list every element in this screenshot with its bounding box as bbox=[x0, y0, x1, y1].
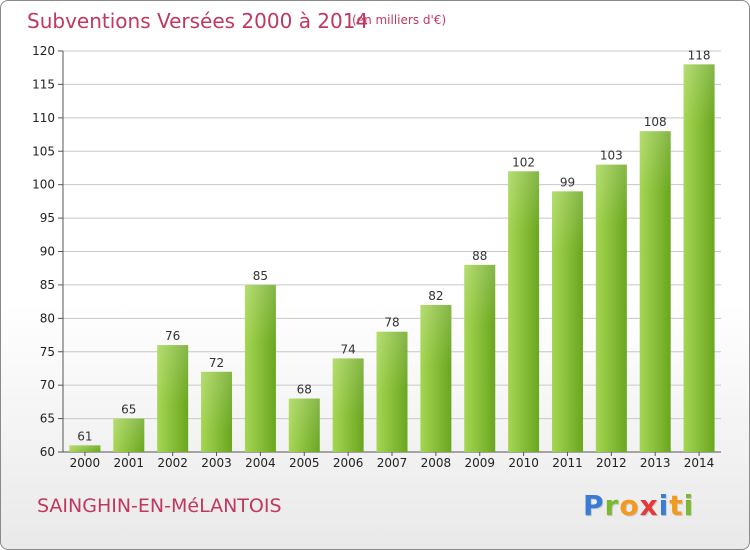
x-tick-label: 2001 bbox=[114, 456, 145, 470]
bar-highlight bbox=[464, 264, 496, 325]
logo-letter: i bbox=[683, 489, 695, 522]
x-tick-label: 2011 bbox=[552, 456, 583, 470]
y-tick-label: 75 bbox=[40, 345, 55, 359]
bar-value-label: 68 bbox=[297, 383, 312, 397]
x-tick-label: 2012 bbox=[596, 456, 627, 470]
y-tick-label: 115 bbox=[32, 77, 55, 91]
bar-highlight bbox=[376, 331, 408, 392]
bar-highlight bbox=[551, 191, 583, 252]
y-tick-label: 65 bbox=[40, 412, 55, 426]
y-tick-label: 100 bbox=[32, 178, 55, 192]
x-tick-label: 2006 bbox=[333, 456, 364, 470]
proxiti-logo[interactable]: Proxiti bbox=[583, 489, 694, 522]
x-tick-label: 2009 bbox=[464, 456, 495, 470]
bar-highlight bbox=[69, 445, 101, 452]
x-tick-label: 2010 bbox=[508, 456, 539, 470]
y-tick-label: 80 bbox=[40, 311, 55, 325]
bar-value-label: 118 bbox=[688, 48, 711, 62]
bar-highlight bbox=[113, 418, 145, 452]
bar-value-label: 74 bbox=[340, 342, 355, 356]
x-tick-label: 2000 bbox=[70, 456, 101, 470]
x-tick-label: 2005 bbox=[289, 456, 320, 470]
bar-value-label: 72 bbox=[209, 356, 224, 370]
bar-highlight bbox=[639, 131, 671, 192]
logo-letter: P bbox=[583, 489, 605, 522]
logo-letter: o bbox=[619, 489, 640, 522]
x-tick-label: 2002 bbox=[157, 456, 188, 470]
x-tick-label: 2007 bbox=[377, 456, 408, 470]
y-tick-label: 105 bbox=[32, 144, 55, 158]
bar-value-label: 61 bbox=[77, 429, 92, 443]
bar-highlight bbox=[288, 398, 320, 452]
y-tick-label: 95 bbox=[40, 211, 55, 225]
bar-highlight bbox=[332, 358, 364, 419]
y-tick-label: 120 bbox=[32, 44, 55, 58]
x-tick-label: 2008 bbox=[421, 456, 452, 470]
y-tick-label: 85 bbox=[40, 278, 55, 292]
bar-highlight bbox=[157, 345, 189, 406]
y-tick-label: 110 bbox=[32, 111, 55, 125]
y-tick-label: 70 bbox=[40, 378, 55, 392]
bar-value-label: 76 bbox=[165, 329, 180, 343]
x-tick-label: 2004 bbox=[245, 456, 276, 470]
bar-value-label: 103 bbox=[600, 149, 623, 163]
bar-value-label: 65 bbox=[121, 403, 136, 417]
chart-title: Subventions Versées 2000 à 2014 bbox=[27, 9, 369, 33]
y-tick-label: 90 bbox=[40, 245, 55, 259]
bar-highlight bbox=[244, 284, 276, 345]
logo-letter: i bbox=[658, 489, 670, 522]
logo-letter: r bbox=[604, 489, 620, 522]
logo-letter: x bbox=[639, 489, 659, 522]
bar-highlight bbox=[595, 164, 627, 225]
bar-value-label: 88 bbox=[472, 249, 487, 263]
x-tick-label: 2003 bbox=[201, 456, 232, 470]
chart-unit: (en milliers d'€) bbox=[352, 13, 447, 27]
logo-letter: t bbox=[669, 489, 684, 522]
bar-highlight bbox=[201, 371, 233, 432]
bar-highlight bbox=[683, 64, 715, 125]
commune-name: SAINGHIN-EN-MéLANTOIS bbox=[37, 495, 282, 517]
bar-highlight bbox=[508, 171, 540, 232]
bar-value-label: 82 bbox=[428, 289, 443, 303]
y-tick-label: 60 bbox=[40, 445, 55, 459]
x-tick-label: 2013 bbox=[640, 456, 671, 470]
bar-value-label: 102 bbox=[512, 155, 535, 169]
bar-value-label: 108 bbox=[644, 115, 667, 129]
x-tick-label: 2014 bbox=[684, 456, 715, 470]
bar-highlight bbox=[420, 304, 452, 365]
bar-value-label: 99 bbox=[560, 175, 575, 189]
bar bbox=[683, 64, 715, 452]
bar-value-label: 78 bbox=[384, 316, 399, 330]
bar-value-label: 85 bbox=[253, 269, 268, 283]
